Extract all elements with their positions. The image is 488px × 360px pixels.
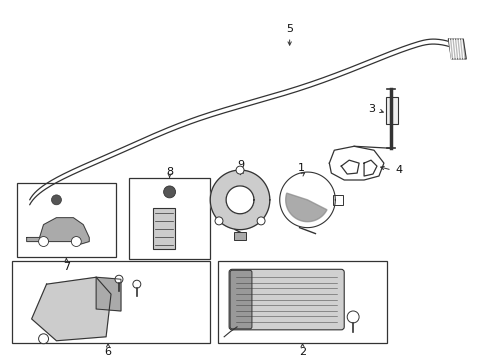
Bar: [234, 231, 245, 239]
Circle shape: [133, 280, 141, 288]
Text: 7: 7: [62, 262, 70, 272]
Bar: [152, 208, 174, 249]
Circle shape: [163, 186, 175, 198]
Circle shape: [346, 311, 358, 323]
Circle shape: [39, 237, 48, 247]
Polygon shape: [285, 193, 326, 222]
Bar: [17, 183, 116, 257]
Circle shape: [257, 217, 264, 225]
FancyBboxPatch shape: [229, 269, 344, 330]
Polygon shape: [210, 170, 269, 230]
FancyBboxPatch shape: [385, 96, 397, 125]
Circle shape: [215, 217, 223, 225]
Text: 4: 4: [394, 165, 402, 175]
Text: 2: 2: [298, 347, 305, 357]
FancyBboxPatch shape: [230, 270, 251, 329]
Bar: [218, 261, 386, 343]
Bar: [333, 195, 343, 205]
Polygon shape: [96, 277, 121, 311]
Text: 1: 1: [298, 163, 305, 173]
Circle shape: [71, 237, 81, 247]
Text: 6: 6: [104, 347, 111, 357]
Bar: [129, 178, 210, 260]
Text: 9: 9: [237, 160, 244, 170]
Circle shape: [115, 275, 122, 283]
Polygon shape: [447, 39, 466, 59]
Text: 3: 3: [368, 104, 375, 113]
Polygon shape: [27, 218, 89, 244]
Text: 5: 5: [285, 24, 292, 34]
Polygon shape: [32, 277, 111, 341]
Circle shape: [51, 195, 61, 205]
Circle shape: [225, 186, 253, 214]
Text: 8: 8: [166, 167, 173, 177]
Circle shape: [39, 334, 48, 344]
Circle shape: [236, 166, 244, 174]
Bar: [12, 261, 210, 343]
